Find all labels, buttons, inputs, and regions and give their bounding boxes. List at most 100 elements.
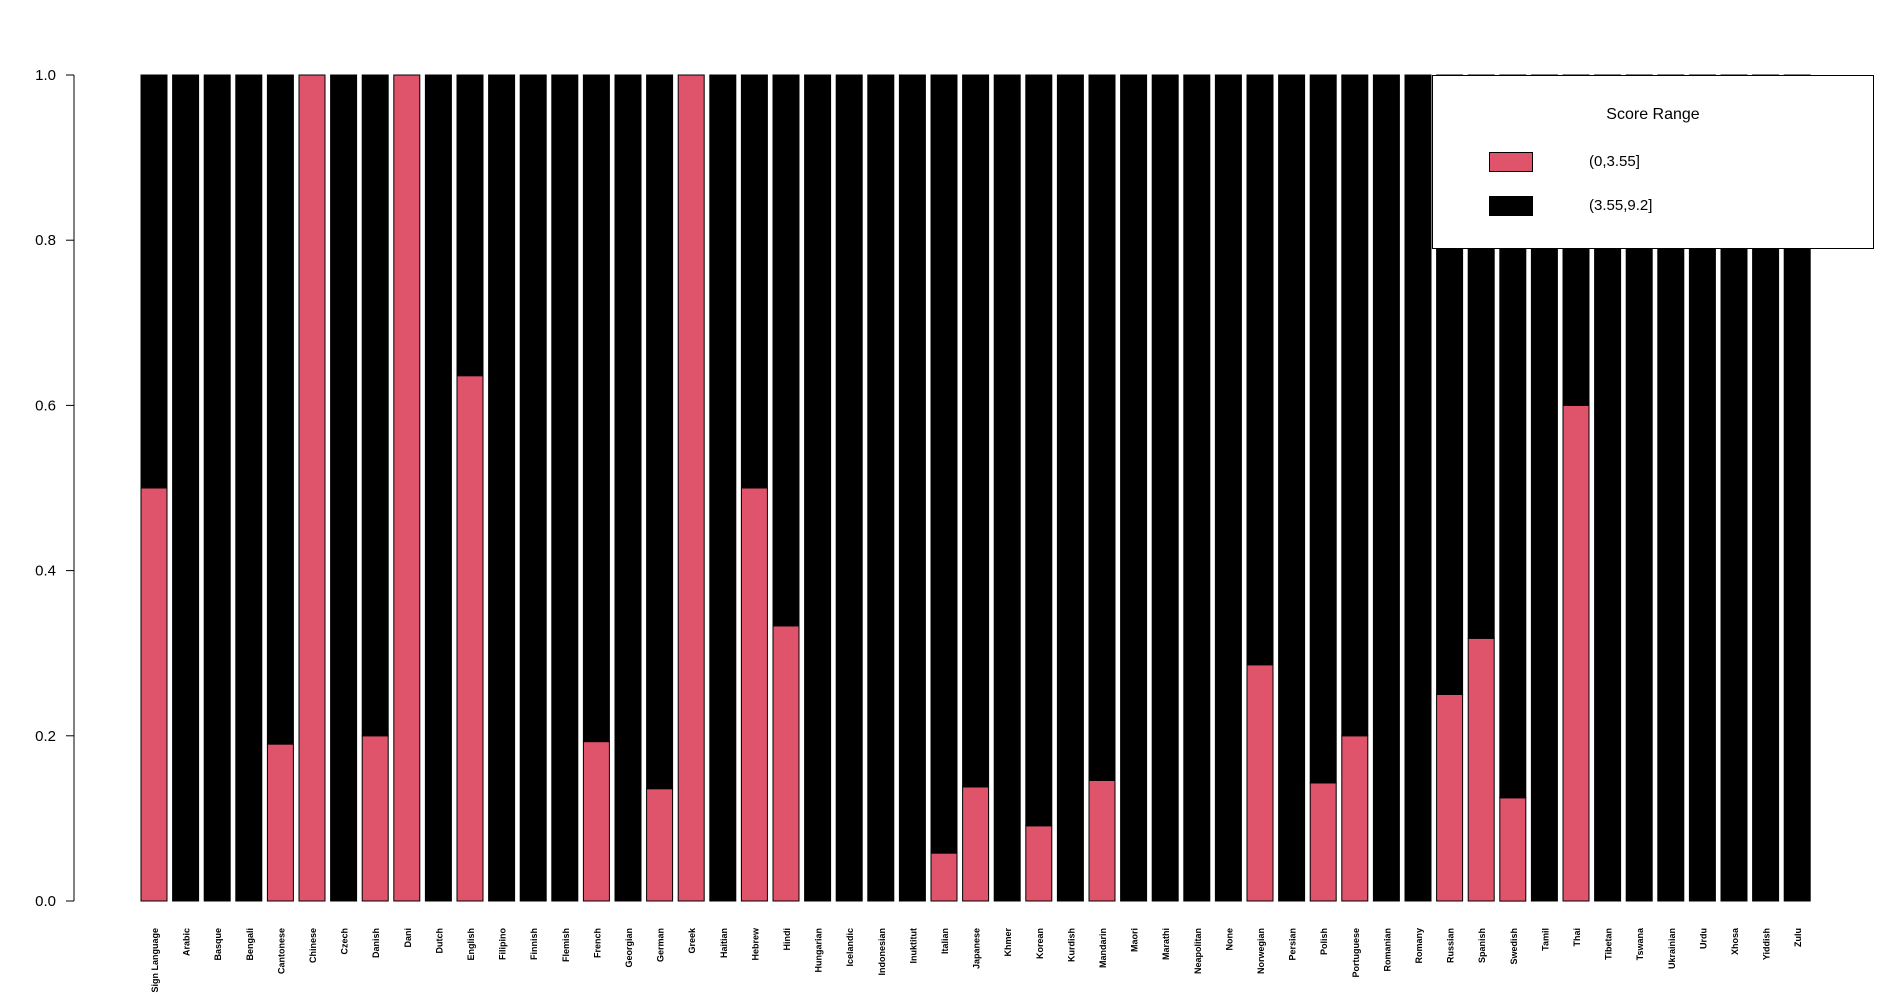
legend: Score Range (0,3.55] (3.55,9.2] [1432, 75, 1874, 249]
x-tick-label-romanian: Romanian [1382, 928, 1392, 972]
x-tick-label-hungarian: Hungarian [814, 928, 824, 973]
bar-czech-series-1 [330, 74, 358, 902]
bar-danish-series-0 [361, 735, 389, 902]
legend-title: Score Range [1606, 106, 1700, 123]
x-tick-label-kurdish: Kurdish [1066, 928, 1076, 962]
bar-spanish-series-0 [1467, 637, 1495, 902]
bar-portuguese-series-1 [1341, 74, 1369, 737]
bar-flemish-series-1 [551, 74, 579, 902]
bar-greek-series-0 [677, 74, 705, 902]
y-tick-label: 0.4 [35, 563, 56, 580]
bar-marathi-series-1 [1151, 74, 1179, 902]
x-tick-label-greek: Greek [687, 927, 697, 954]
x-tick-label-maori: Maori [1130, 928, 1140, 952]
bar-french-series-0 [582, 741, 610, 902]
x-tick-label-xhosa: Xhosa [1730, 927, 1740, 955]
bar-dani-series-0 [393, 74, 421, 902]
x-tick-label-inuktitut: Inuktitut [908, 928, 918, 964]
bar-persian-series-1 [1278, 74, 1306, 902]
bar-indonesian-series-1 [867, 74, 895, 902]
x-tick-label-hindi: Hindi [782, 928, 792, 951]
x-tick-label-polish: Polish [1319, 928, 1329, 955]
x-tick-label-filipino: Filipino [498, 928, 508, 960]
x-tick-label-russian: Russian [1446, 928, 1456, 963]
bar-filipino-series-1 [488, 74, 516, 902]
bar-romany-series-1 [1404, 74, 1432, 902]
x-tick-label-none: None [1224, 928, 1234, 951]
bar-khmer-series-1 [993, 74, 1021, 902]
x-axis-labels: Sign Language Arabic Basque Bengali Cantones… [150, 927, 1803, 993]
bar-portuguese-series-0 [1341, 735, 1369, 902]
bar-japanese-series-1 [962, 74, 990, 788]
x-tick-label-basque: Basque [213, 928, 223, 961]
x-tick-label-japanese: Japanese [972, 928, 982, 969]
bar-japanese-series-0 [962, 786, 990, 902]
x-tick-label-mandarin: Mandarin [1098, 928, 1108, 968]
bar-georgian-series-1 [614, 74, 642, 902]
x-tick-label-persian: Persian [1288, 928, 1298, 961]
x-tick-label-italian: Italian [940, 928, 950, 954]
bar-norwegian-series-1 [1246, 74, 1274, 666]
x-tick-label-sign-language: Sign Language [150, 928, 160, 993]
y-tick-label: 0.0 [35, 893, 56, 910]
bar-english-series-1 [456, 74, 484, 377]
bar-romanian-series-1 [1372, 74, 1400, 902]
x-tick-label-tibetan: Tibetan [1604, 928, 1614, 960]
x-tick-label-bengali: Bengali [245, 928, 255, 961]
x-tick-label-korean: Korean [1035, 928, 1045, 959]
x-tick-label-english: English [466, 928, 476, 961]
legend-swatch-low [1489, 152, 1533, 172]
bar-arabic-series-1 [172, 74, 200, 902]
x-tick-label-german: German [656, 928, 666, 962]
bar-none-series-1 [1214, 74, 1242, 902]
x-tick-label-finnish: Finnish [529, 928, 539, 960]
bar-danish-series-1 [361, 74, 389, 737]
x-tick-label-tamil: Tamil [1540, 928, 1550, 951]
x-tick-label-arabic: Arabic [182, 928, 192, 956]
x-tick-label-hebrew: Hebrew [750, 927, 760, 961]
bar-english-series-0 [456, 375, 484, 902]
x-tick-label-chinese: Chinese [308, 928, 318, 963]
bar-chinese-series-0 [298, 74, 326, 902]
bar-hebrew-series-1 [740, 74, 768, 489]
x-tick-label-urdu: Urdu [1698, 928, 1708, 949]
bar-bengali-series-1 [235, 74, 263, 902]
bar-haitian-series-1 [709, 74, 737, 902]
bar-hebrew-series-0 [740, 487, 768, 902]
bar-polish-series-1 [1309, 74, 1337, 784]
legend-swatch-high [1489, 196, 1533, 216]
bar-russian-series-0 [1436, 694, 1464, 902]
y-tick-label: 1.0 [35, 67, 56, 84]
y-tick-label: 0.6 [35, 397, 56, 414]
x-tick-label-flemish: Flemish [561, 928, 571, 962]
bar-mandarin-series-0 [1088, 779, 1116, 902]
x-tick-label-french: French [592, 928, 602, 958]
x-tick-label-thai: Thai [1572, 928, 1582, 947]
bar-german-series-1 [646, 74, 674, 790]
x-tick-label-norwegian: Norwegian [1256, 928, 1266, 974]
bar-neapolitan-series-1 [1183, 74, 1211, 902]
bar-icelandic-series-1 [835, 74, 863, 902]
x-tick-label-yiddish: Yiddish [1762, 928, 1772, 960]
bar-basque-series-1 [203, 74, 231, 902]
x-tick-label-swedish: Swedish [1509, 928, 1519, 965]
y-axis: 0.0 0.2 0.4 0.6 0.8 1.0 [35, 67, 75, 910]
bar-italian-series-0 [930, 852, 958, 902]
bar-kurdish-series-1 [1056, 74, 1084, 902]
bar-swedish-series-0 [1499, 797, 1527, 902]
x-tick-label-czech: Czech [340, 928, 350, 955]
bar-thai-series-0 [1562, 404, 1590, 902]
x-tick-label-cantonese: Cantonese [276, 928, 286, 974]
x-tick-label-georgian: Georgian [624, 928, 634, 968]
x-tick-label-indonesian: Indonesian [877, 928, 887, 976]
bar-hungarian-series-1 [804, 74, 832, 902]
bar-polish-series-0 [1309, 782, 1337, 902]
bar-maori-series-1 [1120, 74, 1148, 902]
bar-german-series-0 [646, 788, 674, 902]
legend-label-high: (3.55,9.2] [1589, 197, 1653, 214]
legend-label-low: (0,3.55] [1589, 153, 1640, 170]
x-tick-label-zulu: Zulu [1793, 928, 1803, 947]
bar-french-series-1 [582, 74, 610, 743]
x-tick-label-icelandic: Icelandic [845, 928, 855, 967]
